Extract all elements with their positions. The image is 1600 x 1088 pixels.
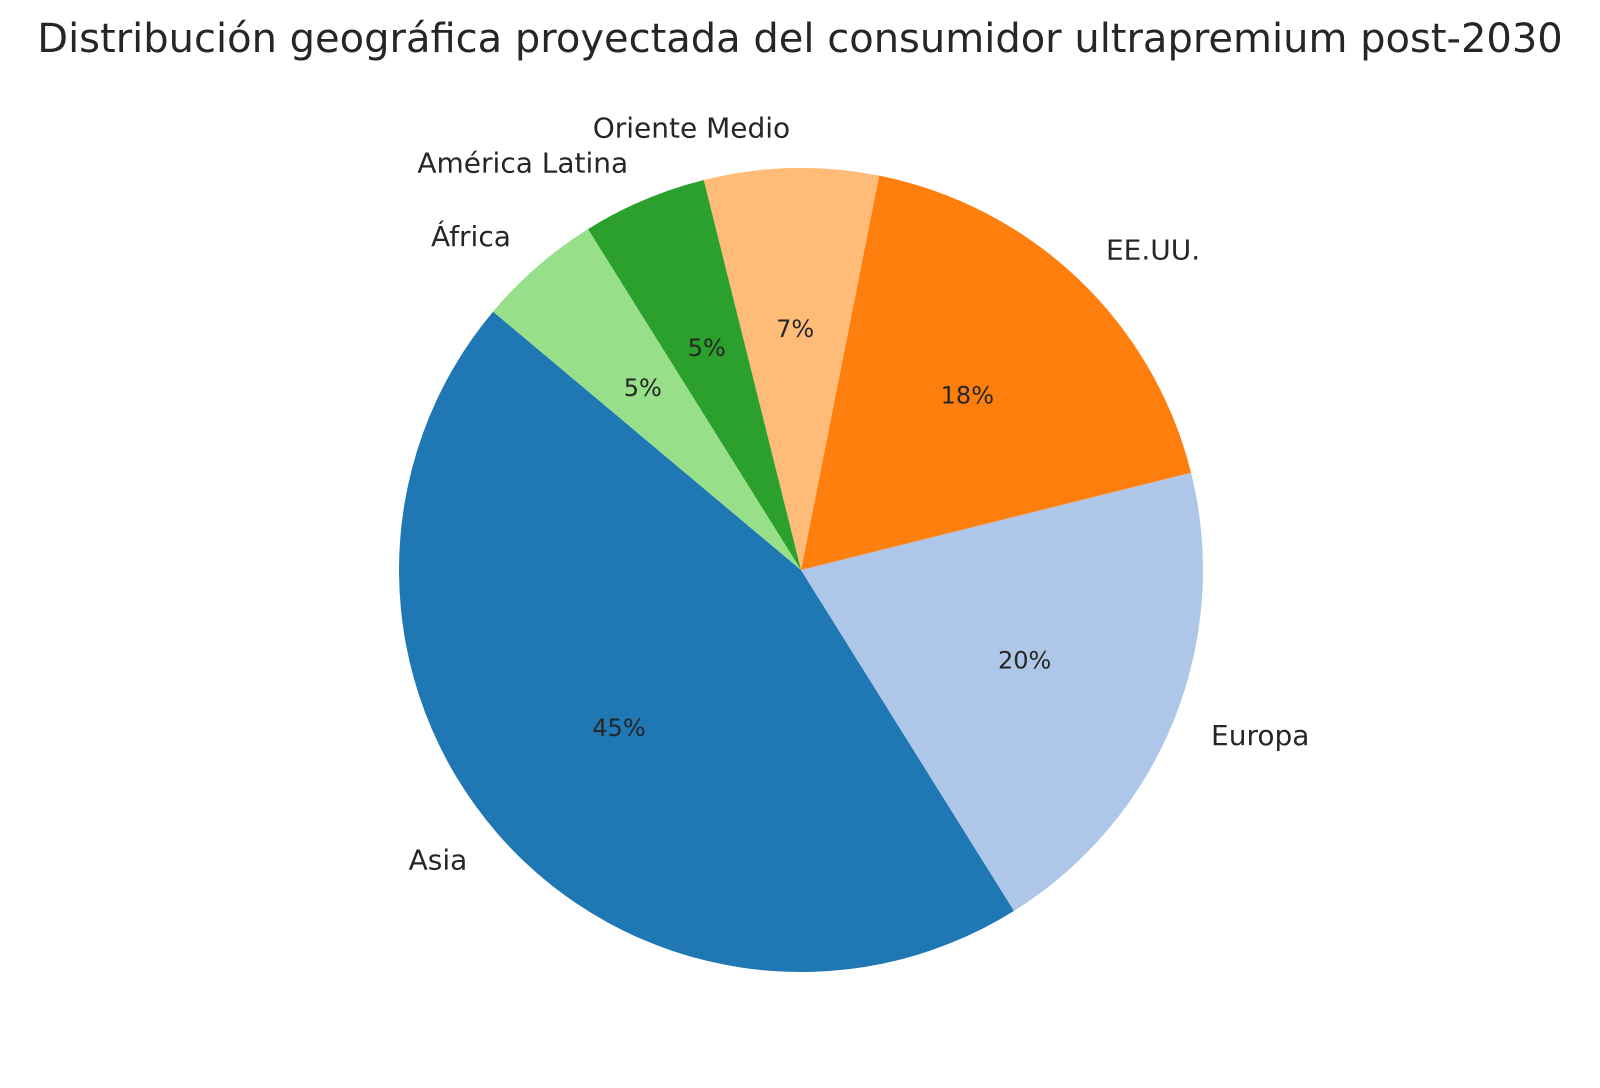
slice-percent-label-5: 5% — [624, 374, 662, 402]
pie-slice-4 — [587, 179, 801, 571]
slice-percent-label-4: 5% — [688, 334, 726, 362]
slice-percent-label-1: 20% — [998, 646, 1051, 674]
slice-category-label-3: Oriente Medio — [593, 111, 790, 144]
slice-percent-label-3: 7% — [776, 315, 814, 343]
chart-title: Distribución geográfica proyectada del c… — [37, 16, 1562, 62]
slice-category-label-1: Europa — [1211, 719, 1309, 752]
slice-category-label-2: EE.UU. — [1106, 233, 1200, 266]
slice-category-label-5: África — [431, 219, 511, 253]
slice-category-label-0: Asia — [409, 844, 468, 877]
pie-slice-5 — [493, 229, 801, 571]
pie-labels: 45% Asia 20% Europa 18% EE.UU. 7% Oriente Medio… — [409, 111, 1310, 876]
pie-slices — [399, 167, 1203, 972]
slice-category-label-4: América Latina — [417, 146, 628, 179]
pie-slice-1 — [801, 472, 1203, 911]
slice-percent-label-2: 18% — [941, 381, 994, 409]
pie-slice-0 — [399, 311, 1015, 972]
pie-slice-2 — [801, 175, 1192, 571]
slice-percent-label-0: 45% — [592, 714, 645, 742]
pie-slice-3 — [703, 167, 880, 570]
